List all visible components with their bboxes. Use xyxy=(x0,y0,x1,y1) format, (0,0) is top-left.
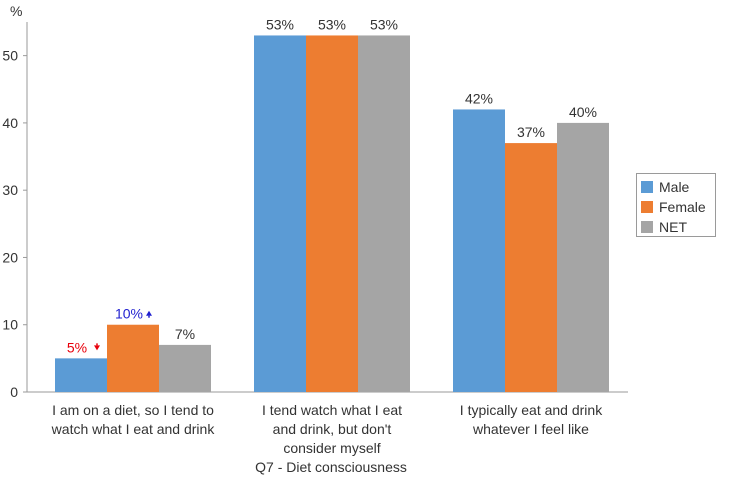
data-label-male-2: 53% xyxy=(266,16,294,32)
legend-label-female: Female xyxy=(659,199,706,215)
y-axis-ticks: 0 10 20 30 40 50 xyxy=(2,48,27,400)
bars: 5% 10% 7% 53% 53% 53% 42% 37% 40% xyxy=(55,16,609,393)
bar-male-2 xyxy=(254,35,306,393)
bar-male-1 xyxy=(55,358,107,392)
y-tick-label: 0 xyxy=(10,384,18,400)
y-tick-label: 20 xyxy=(2,249,18,265)
bar-net-1 xyxy=(159,344,211,392)
arrow-down-icon xyxy=(94,345,100,351)
x-axis-title: Q7 - Diet consciousness xyxy=(255,459,407,475)
data-label-male-3: 42% xyxy=(465,90,493,106)
category-label-2: consider myself xyxy=(283,440,380,456)
legend-swatch-female xyxy=(641,201,653,213)
bar-net-3 xyxy=(557,122,609,392)
arrow-up-icon xyxy=(146,310,152,316)
bar-female-3 xyxy=(505,143,557,392)
data-label-net-3: 40% xyxy=(569,104,597,120)
data-label-female-2: 53% xyxy=(318,16,346,32)
legend-item-male: Male xyxy=(641,177,715,197)
data-label-female-1: 10% xyxy=(115,306,143,322)
legend: Male Female NET xyxy=(636,173,716,237)
category-label-2: and drink, but don't xyxy=(273,421,392,437)
legend-swatch-net xyxy=(641,221,653,233)
data-label-net-2: 53% xyxy=(370,16,398,32)
y-tick-label: 40 xyxy=(2,115,18,131)
data-label-male-1: 5% xyxy=(67,339,87,355)
category-label-3: I typically eat and drink xyxy=(460,402,603,418)
y-tick-label: 10 xyxy=(2,317,18,333)
data-label-female-3: 37% xyxy=(517,124,545,140)
bar-net-2 xyxy=(358,35,410,393)
y-axis-label: % xyxy=(10,3,22,19)
category-label-3: whatever I feel like xyxy=(472,421,589,437)
bar-female-1 xyxy=(107,324,159,392)
data-label-net-1: 7% xyxy=(175,326,195,342)
y-tick-label: 30 xyxy=(2,182,18,198)
bar-male-3 xyxy=(453,109,505,393)
category-label-2: I tend watch what I eat xyxy=(262,402,402,418)
legend-item-female: Female xyxy=(641,197,715,217)
bar-female-2 xyxy=(306,35,358,393)
category-label-1: I am on a diet, so I tend to xyxy=(52,402,214,418)
category-label-1: watch what I eat and drink xyxy=(51,421,216,437)
legend-label-male: Male xyxy=(659,179,690,195)
legend-label-net: NET xyxy=(659,219,687,235)
legend-swatch-male xyxy=(641,181,653,193)
x-axis-category-labels: I am on a diet, so I tend to watch what I… xyxy=(51,402,604,456)
y-tick-label: 50 xyxy=(2,48,18,64)
legend-item-net: NET xyxy=(641,217,715,237)
